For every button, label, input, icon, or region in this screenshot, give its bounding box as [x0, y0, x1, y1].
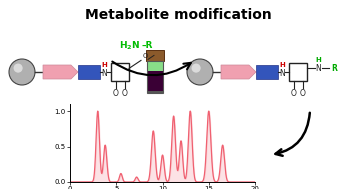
Circle shape: [9, 59, 35, 85]
Circle shape: [14, 64, 22, 73]
Text: O: O: [291, 89, 296, 98]
Text: O: O: [112, 89, 119, 98]
Text: H: H: [315, 57, 321, 63]
Text: Metabolite modification: Metabolite modification: [85, 8, 271, 22]
Text: N: N: [279, 68, 285, 77]
Text: O: O: [122, 89, 127, 98]
Bar: [146, 50, 164, 61]
Bar: [256, 65, 278, 79]
Bar: [147, 91, 163, 93]
Text: O: O: [300, 89, 306, 98]
Text: N: N: [315, 64, 321, 73]
Text: H: H: [279, 62, 285, 68]
Bar: [111, 63, 129, 81]
Bar: [78, 65, 100, 79]
Text: H: H: [101, 62, 107, 68]
Text: –R: –R: [141, 42, 152, 50]
Text: R: R: [331, 64, 337, 73]
Polygon shape: [221, 65, 256, 79]
Circle shape: [192, 64, 201, 73]
Bar: [147, 61, 163, 93]
Bar: [147, 71, 163, 93]
Bar: [289, 63, 307, 81]
Text: $\mathregular{H_2N}$: $\mathregular{H_2N}$: [119, 40, 140, 52]
FancyArrowPatch shape: [112, 62, 191, 75]
FancyArrowPatch shape: [276, 113, 310, 156]
Text: O: O: [143, 53, 149, 59]
Circle shape: [187, 59, 213, 85]
Polygon shape: [43, 65, 78, 79]
Bar: [147, 61, 163, 71]
Text: N: N: [101, 68, 107, 77]
